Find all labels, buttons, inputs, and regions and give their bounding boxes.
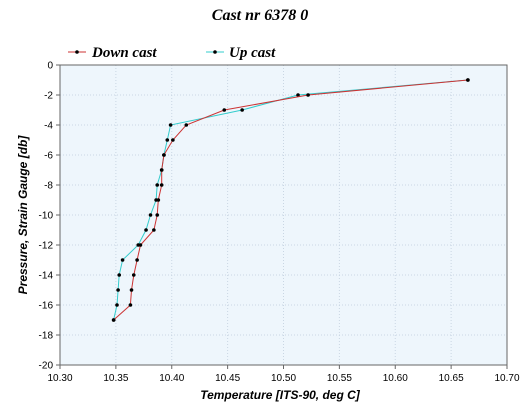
y-axis-label: Pressure, Strain Gauge [db] — [16, 135, 30, 295]
y-tick-label: -20 — [39, 361, 54, 372]
data-point — [155, 213, 160, 217]
data-point — [168, 123, 173, 127]
data-point — [129, 288, 134, 292]
y-tick-label: -10 — [39, 211, 54, 222]
x-axis-label: Temperature [ITS-90, deg C] — [200, 388, 361, 402]
data-point — [135, 258, 139, 262]
data-point — [152, 228, 156, 232]
y-tick-label: -6 — [44, 151, 53, 162]
y-tick-label: -14 — [39, 271, 54, 282]
x-tick-label: 10.70 — [494, 373, 519, 384]
data-point — [159, 168, 164, 172]
legend-label: Down cast — [91, 45, 157, 61]
y-tick-label: -2 — [44, 91, 53, 102]
legend-swatch-marker — [75, 50, 79, 54]
x-tick-label: 10.55 — [327, 373, 352, 384]
data-point — [148, 213, 153, 217]
chart-title: Cast nr 6378 0 — [212, 7, 308, 24]
data-point — [111, 318, 116, 322]
data-point — [184, 123, 189, 127]
y-tick-label: 0 — [47, 61, 53, 72]
axis-ticks: 10.30 10.35 10.40 10.45 10.50 10.55 10.60 10.65… — [39, 61, 520, 385]
data-point — [296, 93, 300, 97]
data-point — [115, 303, 119, 307]
x-tick-label: 10.60 — [383, 373, 408, 384]
data-point — [162, 153, 166, 157]
x-tick-label: 10.35 — [103, 373, 128, 384]
data-point — [240, 108, 244, 112]
data-point — [117, 273, 122, 277]
x-tick-label: 10.40 — [159, 373, 184, 384]
legend-label: Up cast — [229, 45, 276, 61]
y-tick-label: -4 — [44, 121, 53, 132]
data-point — [138, 243, 143, 247]
x-tick-label: 10.65 — [439, 373, 464, 384]
grid — [60, 65, 507, 365]
data-point — [222, 108, 227, 112]
x-tick-label: 10.30 — [47, 373, 72, 384]
data-point — [116, 288, 120, 292]
data-point — [171, 138, 175, 142]
data-point — [120, 258, 125, 262]
legend-item-down-cast: Down cast — [68, 45, 157, 61]
legend-swatch-marker — [213, 50, 217, 54]
series-down-cast — [111, 78, 470, 322]
legend: Down cast Up cast — [68, 45, 276, 61]
series-layer — [111, 78, 470, 322]
data-point — [156, 198, 161, 202]
data-point — [128, 303, 133, 307]
x-tick-label: 10.45 — [215, 373, 240, 384]
data-point — [159, 183, 164, 187]
y-tick-label: -8 — [44, 181, 53, 192]
x-tick-label: 10.50 — [271, 373, 296, 384]
data-point — [131, 273, 136, 277]
y-tick-label: -16 — [39, 301, 54, 312]
y-tick-label: -18 — [39, 331, 54, 342]
y-tick-label: -12 — [39, 241, 54, 252]
data-point — [466, 78, 470, 82]
data-point — [155, 183, 160, 187]
legend-item-up-cast: Up cast — [206, 45, 276, 61]
data-point — [144, 228, 148, 232]
data-point — [306, 93, 310, 97]
data-point — [165, 138, 170, 142]
